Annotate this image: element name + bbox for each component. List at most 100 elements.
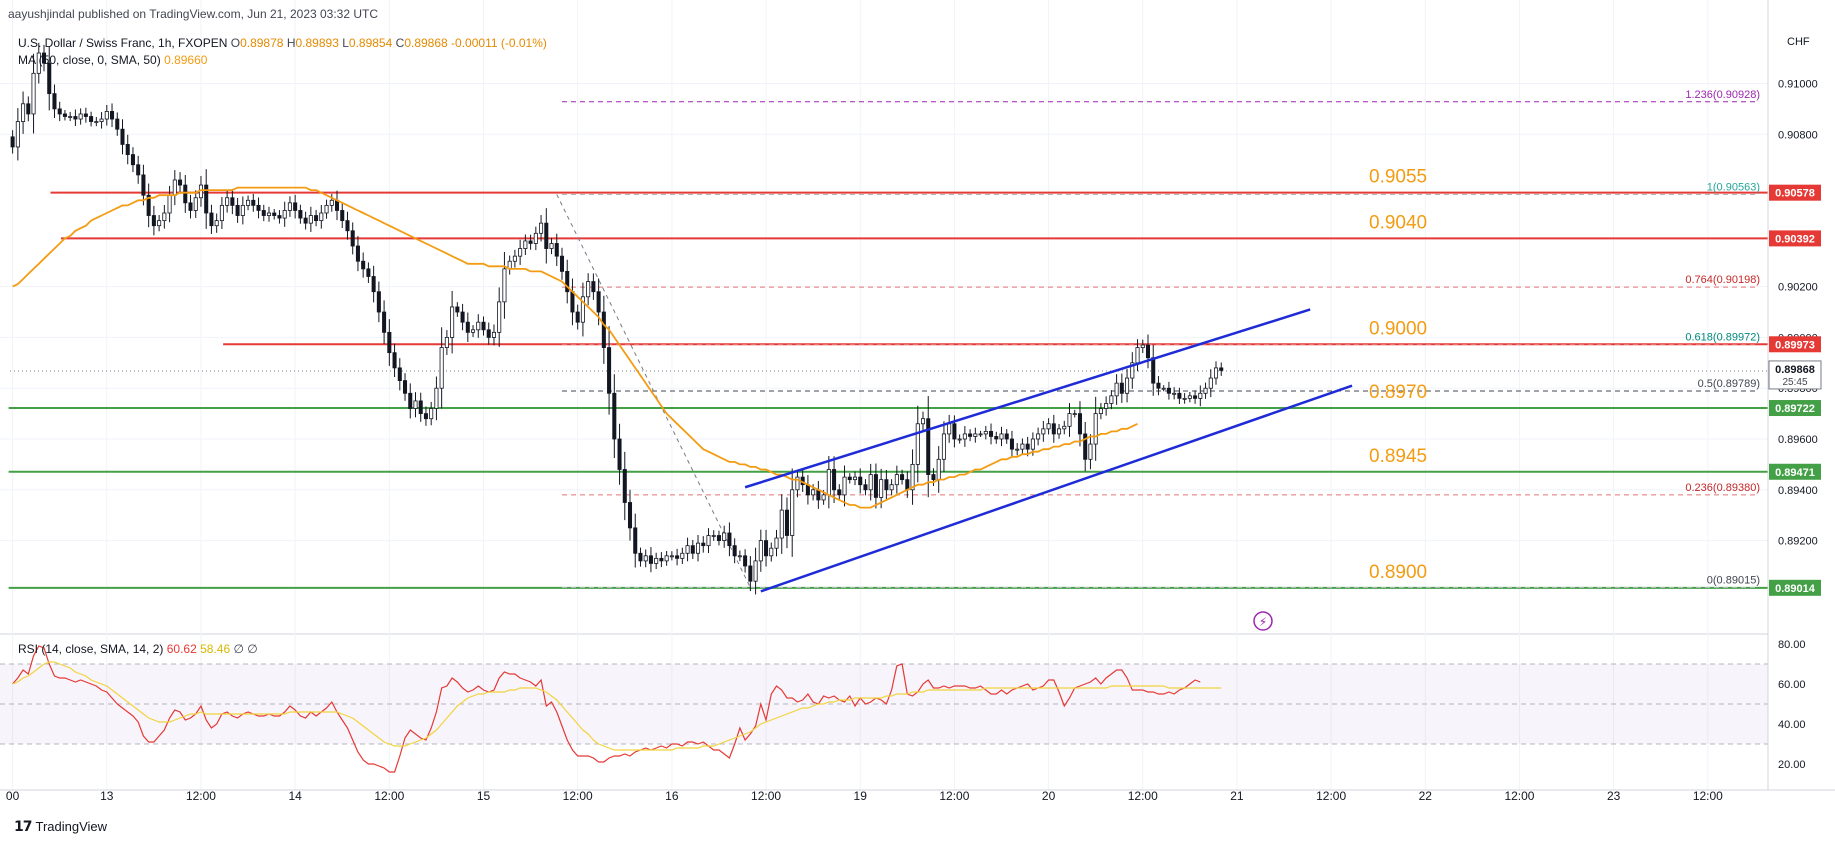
candle-body — [894, 474, 899, 486]
candle-body — [936, 458, 941, 481]
candle-body — [732, 545, 737, 557]
rsi-tick-label: 60.00 — [1778, 679, 1806, 691]
time-axis[interactable]: 00 13 12:00 14 12:00 15 12:00 16 12:00 19 12:00 20 1… — [0, 789, 1835, 803]
candle-body — [675, 555, 680, 559]
candle-body — [371, 276, 376, 293]
candle-body — [575, 311, 580, 323]
rsi-tick-label: 80.00 — [1778, 639, 1806, 651]
candle-body — [983, 430, 988, 435]
candle-body — [654, 557, 659, 564]
candle-body — [172, 179, 177, 196]
candle-body — [1025, 443, 1030, 450]
candle-body — [10, 136, 15, 148]
candle-body — [314, 215, 319, 222]
price-tick-label: 0.90200 — [1778, 282, 1818, 294]
candle-body — [476, 321, 481, 331]
time-tick-label: 16 — [665, 789, 679, 803]
price-tick-label: 0.90800 — [1778, 129, 1818, 141]
candle-body — [230, 197, 235, 206]
candle-body — [591, 281, 596, 293]
tradingview-logo-icon: 𝟭𝟳 — [14, 818, 33, 834]
candle-body — [1135, 347, 1140, 364]
rsi-ma-value: 58.46 — [200, 642, 231, 656]
candle-body — [324, 204, 329, 214]
candle-body — [256, 204, 261, 211]
candle-body — [1062, 425, 1067, 430]
ma-value: 0.89660 — [164, 53, 208, 67]
tradingview-brand: TradingView — [35, 819, 108, 834]
time-tick-label: 15 — [477, 789, 491, 803]
candle-body — [1208, 377, 1213, 389]
candle-body — [308, 215, 313, 224]
candle-body — [31, 72, 36, 115]
candle-body — [120, 128, 125, 145]
candle-body — [1219, 367, 1224, 371]
candle-body — [873, 474, 878, 498]
candle-body — [1161, 387, 1166, 390]
candle-body — [15, 121, 20, 148]
candle-body — [852, 476, 858, 481]
candle-body — [387, 331, 392, 354]
candle-body — [497, 301, 502, 333]
time-tick-label: 12:00 — [1316, 789, 1346, 803]
candle-body — [1083, 433, 1088, 460]
price-tick-label: 0.89400 — [1778, 485, 1818, 497]
price-axis[interactable]: CHF0.892000.894000.896000.898000.900000.… — [1767, 0, 1818, 790]
candle-body — [460, 311, 465, 323]
time-tick-label: 12:00 — [751, 789, 781, 803]
support-level-label: 0.8945 — [1369, 446, 1427, 467]
channel-upper-line — [744, 308, 1311, 489]
candle-body — [701, 542, 706, 547]
candle-body — [219, 204, 224, 222]
rsi-extra: ∅ ∅ — [233, 642, 258, 656]
lightning-icon: ⚡ — [1259, 615, 1267, 629]
candle-body — [272, 212, 277, 216]
ohlc-high: 0.89893 — [295, 36, 339, 50]
candle-body — [1057, 428, 1062, 435]
candle-body — [989, 430, 994, 437]
price-tick-label: 0.89600 — [1778, 434, 1818, 446]
candle-body — [1098, 408, 1103, 415]
tradingview-footer[interactable]: 𝟭𝟳 TradingView — [14, 818, 107, 835]
candle-body — [1077, 413, 1082, 435]
candle-body — [764, 540, 769, 557]
candle-body — [465, 321, 470, 333]
candle-body — [251, 199, 256, 206]
candle-body — [1166, 387, 1171, 394]
candle-body — [847, 476, 852, 481]
price-grid — [0, 0, 1768, 790]
time-tick-label: 12:00 — [563, 789, 593, 803]
symbol-name: U.S. Dollar / Swiss Franc, 1h, FXOPEN — [18, 36, 228, 50]
candle-body — [1213, 367, 1219, 379]
candle-body — [915, 423, 920, 465]
candle-body — [559, 255, 565, 272]
candle-body — [758, 540, 763, 562]
candle-body — [523, 240, 528, 249]
candle-body — [832, 469, 837, 491]
candle-body — [418, 400, 423, 415]
candle-body — [57, 108, 62, 115]
candle-body — [392, 352, 397, 369]
candle-body — [1093, 413, 1098, 445]
candle-body — [821, 494, 826, 501]
ma-label: MA (50, close, 0, SMA, 50) — [18, 53, 161, 67]
candle-body — [596, 291, 601, 313]
rsi-pane — [0, 645, 1768, 773]
candle-body — [298, 210, 303, 219]
horizontal-levels — [8, 191, 1768, 589]
candle-body — [685, 545, 690, 554]
candle-body — [612, 392, 617, 440]
candle-body — [722, 532, 727, 541]
candle-body — [743, 555, 748, 567]
candle-body — [214, 220, 219, 227]
candle-body — [89, 116, 94, 122]
candle-body — [910, 463, 915, 491]
price-tags: 0.90578 0.90392 0.89973 0.89722 0.89471 0.890… — [1768, 184, 1822, 596]
candle-body — [1046, 423, 1051, 430]
candle-body — [261, 210, 266, 216]
candle-body — [753, 560, 758, 582]
candle-body — [21, 103, 26, 122]
candle-body — [1198, 392, 1203, 399]
candle-body — [858, 476, 863, 486]
